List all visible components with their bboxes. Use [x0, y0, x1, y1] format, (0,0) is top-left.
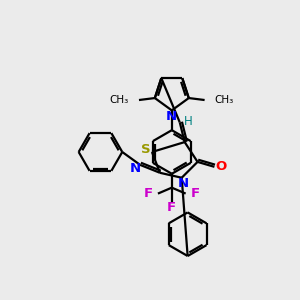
Text: N: N	[166, 110, 177, 123]
Text: N: N	[178, 177, 189, 190]
Text: F: F	[167, 201, 176, 214]
Text: F: F	[144, 187, 153, 200]
Text: CH₃: CH₃	[110, 95, 129, 105]
Text: F: F	[190, 187, 200, 200]
Text: CH₃: CH₃	[214, 95, 234, 105]
Text: O: O	[216, 160, 227, 173]
Text: H: H	[184, 115, 193, 128]
Text: N: N	[130, 162, 141, 175]
Text: S: S	[141, 142, 151, 155]
